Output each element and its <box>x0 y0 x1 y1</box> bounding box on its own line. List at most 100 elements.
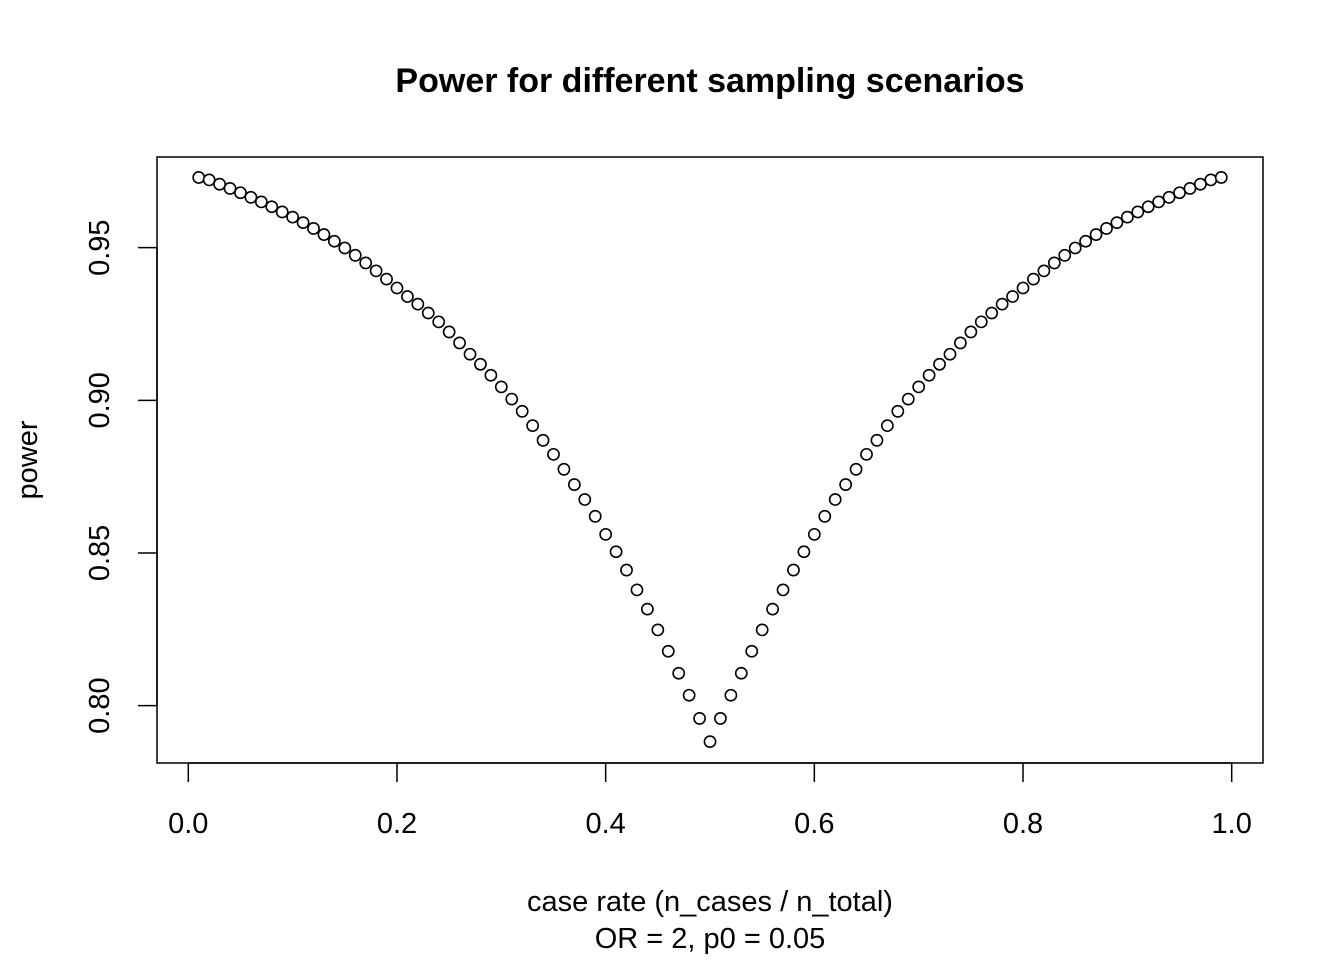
data-point <box>338 241 352 255</box>
data-point <box>693 712 706 725</box>
data-point <box>964 325 978 339</box>
data-point <box>1006 290 1019 303</box>
data-point <box>672 666 686 680</box>
data-point <box>651 623 665 637</box>
data-point <box>202 173 216 187</box>
data-point <box>505 392 519 406</box>
data-point <box>359 256 373 270</box>
data-point <box>1047 256 1061 270</box>
data-point <box>933 357 946 371</box>
data-point <box>380 272 393 286</box>
data-point <box>317 228 331 241</box>
data-point <box>307 222 320 235</box>
data-point <box>974 315 988 329</box>
data-point <box>818 509 832 523</box>
data-point <box>286 210 300 224</box>
x-tick-label: 0.2 <box>377 808 417 840</box>
data-point <box>734 666 748 680</box>
plot-frame <box>156 156 1264 764</box>
data-point <box>839 478 853 491</box>
data-point <box>1173 186 1186 200</box>
data-point <box>797 545 811 559</box>
data-point <box>787 563 800 577</box>
y-axis: 0.80 0.85 0.90 0.95 <box>84 219 158 734</box>
x-axis-label: case rate (n_cases / n_total) <box>527 886 893 918</box>
data-point <box>369 264 383 278</box>
data-point <box>714 712 727 725</box>
data-point <box>578 493 592 506</box>
data-point <box>1037 264 1051 278</box>
data-point <box>630 583 644 597</box>
data-points <box>192 171 1228 749</box>
x-tick-label: 0.8 <box>1003 808 1043 840</box>
data-point <box>995 297 1009 311</box>
data-point <box>1183 182 1197 195</box>
data-point <box>442 325 456 339</box>
data-point <box>254 195 268 209</box>
data-point <box>348 248 362 262</box>
data-point <box>567 478 581 491</box>
data-point <box>880 419 894 433</box>
data-point <box>1131 205 1145 219</box>
x-tick-label: 0.0 <box>168 808 208 840</box>
data-point <box>943 347 957 361</box>
data-point <box>526 419 540 433</box>
data-point <box>1152 195 1166 209</box>
data-point <box>390 281 404 295</box>
data-point <box>870 433 884 447</box>
data-point <box>682 688 696 702</box>
data-point <box>432 315 446 329</box>
y-tick-label: 0.80 <box>84 677 116 733</box>
data-point <box>244 190 258 204</box>
data-point <box>1214 171 1228 184</box>
data-point <box>745 644 759 658</box>
data-point <box>1204 173 1218 187</box>
data-point <box>588 509 602 523</box>
data-point <box>223 182 237 195</box>
data-point <box>599 527 613 541</box>
data-point <box>860 447 873 461</box>
y-tick-label: 0.85 <box>84 525 116 581</box>
data-point <box>275 205 289 219</box>
data-point <box>1068 241 1082 255</box>
data-point <box>703 735 717 749</box>
data-point <box>474 357 487 371</box>
data-point <box>954 336 967 350</box>
data-point <box>1120 210 1134 224</box>
data-point <box>620 563 633 577</box>
data-point <box>296 216 310 230</box>
data-point <box>1162 190 1176 204</box>
chart-subtitle: OR = 2, p0 = 0.05 <box>595 923 826 955</box>
data-point <box>1079 234 1093 248</box>
y-tick-label: 0.90 <box>84 372 116 428</box>
data-point <box>891 404 905 418</box>
x-tick-label: 0.4 <box>585 808 625 840</box>
data-point <box>401 290 414 303</box>
data-point <box>411 297 425 311</box>
y-axis-label: power <box>12 420 44 499</box>
data-point <box>901 392 915 406</box>
data-point <box>1100 222 1113 235</box>
x-axis: 0.0 0.2 0.4 0.6 0.8 1.0 <box>168 762 1252 840</box>
data-point <box>484 368 498 382</box>
data-point <box>661 644 675 658</box>
data-point <box>494 380 508 394</box>
data-point <box>1110 216 1124 230</box>
data-point <box>849 462 863 476</box>
data-point <box>213 177 227 191</box>
data-point <box>463 347 477 361</box>
data-point <box>1089 228 1103 241</box>
data-point <box>547 447 560 461</box>
data-point <box>1016 281 1030 295</box>
x-tick-label: 1.0 <box>1212 808 1252 840</box>
x-tick-label: 0.6 <box>794 808 834 840</box>
data-point <box>1058 248 1072 262</box>
data-point <box>265 200 279 214</box>
data-point <box>807 527 821 541</box>
data-point <box>766 602 780 616</box>
data-point <box>515 404 529 418</box>
data-point <box>912 380 926 394</box>
data-point <box>1141 200 1155 214</box>
data-point <box>1193 177 1207 191</box>
